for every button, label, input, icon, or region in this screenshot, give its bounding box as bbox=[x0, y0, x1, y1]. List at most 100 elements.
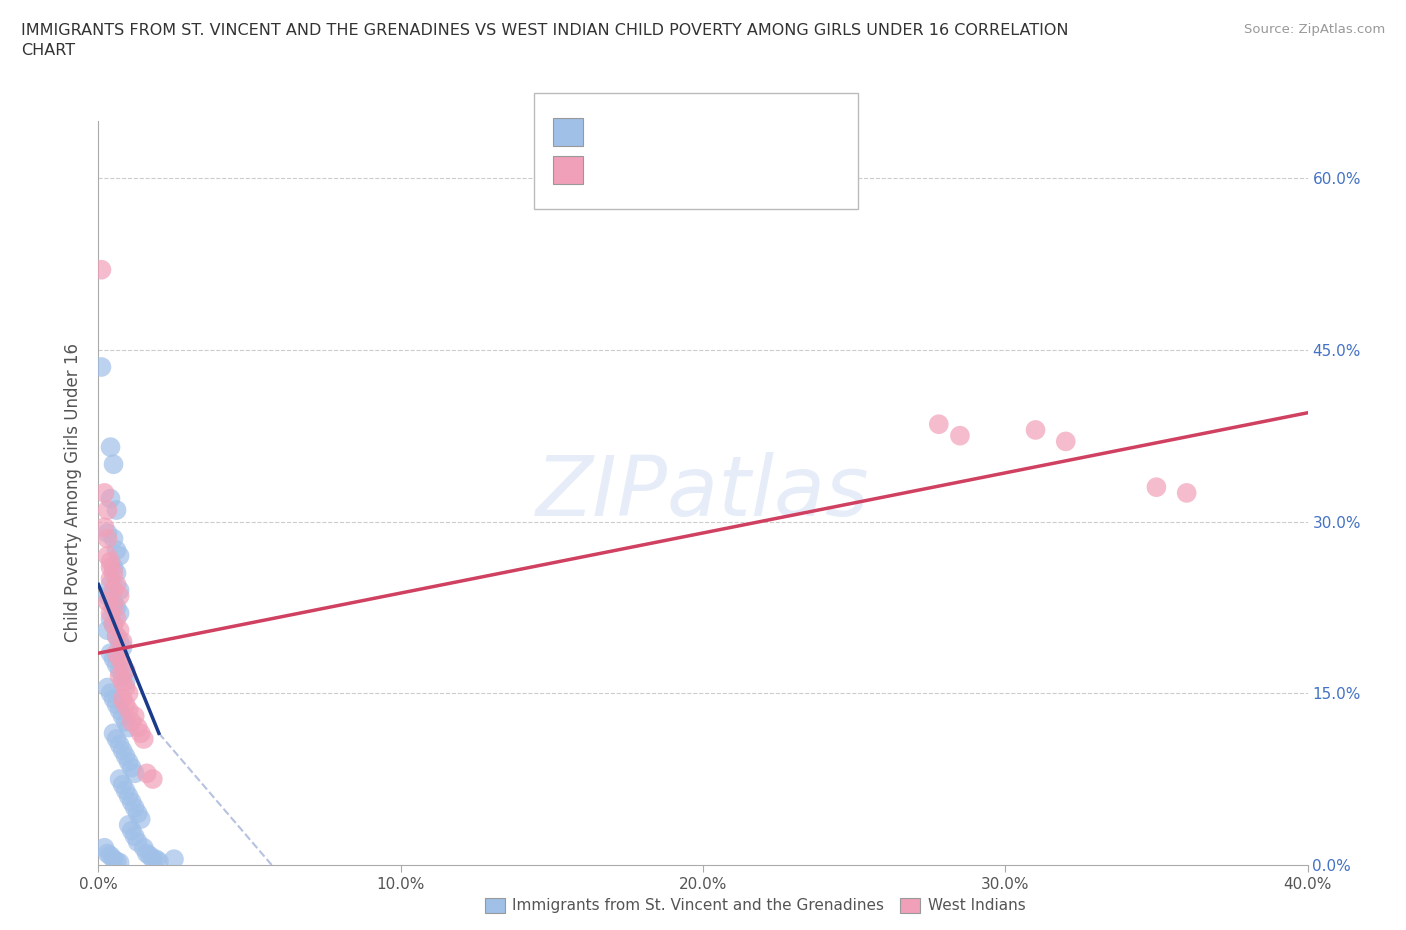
Point bbox=[93, 485, 115, 500]
Point bbox=[105, 543, 128, 558]
Point bbox=[105, 600, 128, 615]
Point bbox=[105, 502, 128, 517]
Point bbox=[114, 674, 136, 689]
Point bbox=[100, 611, 122, 626]
Point bbox=[114, 680, 136, 695]
Text: West Indians: West Indians bbox=[928, 898, 1026, 913]
Point bbox=[96, 594, 118, 609]
Point bbox=[127, 834, 149, 849]
Point bbox=[124, 766, 146, 781]
Point bbox=[139, 848, 162, 863]
Text: R =  0.337   N = 39: R = 0.337 N = 39 bbox=[592, 160, 769, 179]
Point bbox=[93, 520, 115, 535]
Point bbox=[148, 854, 170, 869]
Point bbox=[103, 600, 125, 615]
Point bbox=[121, 760, 143, 775]
Point bbox=[96, 525, 118, 540]
Text: R = -0.197   N = 70: R = -0.197 N = 70 bbox=[592, 122, 769, 140]
Point bbox=[100, 560, 122, 575]
Point bbox=[103, 852, 125, 867]
Point bbox=[96, 531, 118, 546]
Point bbox=[105, 577, 128, 591]
Point bbox=[111, 777, 134, 792]
Point bbox=[132, 841, 155, 856]
Point bbox=[96, 549, 118, 564]
Point bbox=[100, 440, 122, 455]
Point bbox=[96, 502, 118, 517]
Point bbox=[105, 854, 128, 869]
Point bbox=[103, 531, 125, 546]
Point bbox=[111, 658, 134, 672]
Point bbox=[114, 698, 136, 712]
Point bbox=[93, 841, 115, 856]
Point bbox=[111, 640, 134, 655]
Point bbox=[105, 658, 128, 672]
Point bbox=[105, 732, 128, 747]
Point bbox=[118, 720, 141, 735]
Point bbox=[1144, 480, 1167, 495]
Point bbox=[111, 692, 134, 707]
Point bbox=[105, 645, 128, 660]
Point bbox=[124, 709, 146, 724]
Point bbox=[96, 623, 118, 638]
Point bbox=[111, 634, 134, 649]
Point bbox=[100, 848, 122, 863]
Point bbox=[108, 703, 131, 718]
Point bbox=[100, 605, 122, 620]
Point bbox=[103, 692, 125, 707]
Text: IMMIGRANTS FROM ST. VINCENT AND THE GRENADINES VS WEST INDIAN CHILD POVERTY AMON: IMMIGRANTS FROM ST. VINCENT AND THE GREN… bbox=[21, 23, 1069, 58]
Point bbox=[114, 663, 136, 678]
Point bbox=[114, 749, 136, 764]
Point bbox=[118, 789, 141, 804]
Point bbox=[100, 685, 122, 700]
Point bbox=[100, 645, 122, 660]
Point bbox=[145, 852, 167, 867]
Point bbox=[108, 583, 131, 598]
Point bbox=[108, 549, 131, 564]
Point bbox=[108, 623, 131, 638]
Point bbox=[105, 629, 128, 644]
Point bbox=[96, 846, 118, 861]
Text: ZIPatlas: ZIPatlas bbox=[536, 452, 870, 534]
Point bbox=[100, 571, 122, 586]
Y-axis label: Child Poverty Among Girls Under 16: Child Poverty Among Girls Under 16 bbox=[65, 343, 83, 643]
Point bbox=[121, 823, 143, 838]
Text: Source: ZipAtlas.com: Source: ZipAtlas.com bbox=[1244, 23, 1385, 36]
Point bbox=[108, 737, 131, 752]
Point bbox=[949, 428, 972, 443]
Point bbox=[103, 565, 125, 580]
Point bbox=[105, 565, 128, 580]
Point bbox=[118, 703, 141, 718]
Point bbox=[129, 812, 152, 827]
Point bbox=[132, 732, 155, 747]
Point bbox=[111, 743, 134, 758]
Point bbox=[108, 663, 131, 678]
Point bbox=[142, 772, 165, 787]
Point bbox=[103, 651, 125, 666]
Point bbox=[118, 754, 141, 769]
Point bbox=[121, 714, 143, 729]
Point bbox=[1054, 434, 1077, 449]
Point bbox=[1175, 485, 1198, 500]
Point bbox=[100, 491, 122, 506]
Point bbox=[108, 856, 131, 870]
Point bbox=[108, 651, 131, 666]
Point bbox=[129, 725, 152, 740]
Point bbox=[96, 680, 118, 695]
Point bbox=[108, 669, 131, 684]
Point bbox=[124, 800, 146, 815]
Point bbox=[90, 360, 112, 375]
Point bbox=[103, 457, 125, 472]
Point bbox=[121, 794, 143, 809]
Point bbox=[114, 714, 136, 729]
Point bbox=[103, 583, 125, 598]
Point bbox=[108, 634, 131, 649]
Point bbox=[111, 669, 134, 684]
Point bbox=[100, 554, 122, 569]
Point bbox=[103, 618, 125, 632]
Point bbox=[135, 846, 157, 861]
Point bbox=[96, 589, 118, 604]
Point bbox=[163, 852, 186, 867]
Point bbox=[105, 611, 128, 626]
Point bbox=[127, 806, 149, 821]
